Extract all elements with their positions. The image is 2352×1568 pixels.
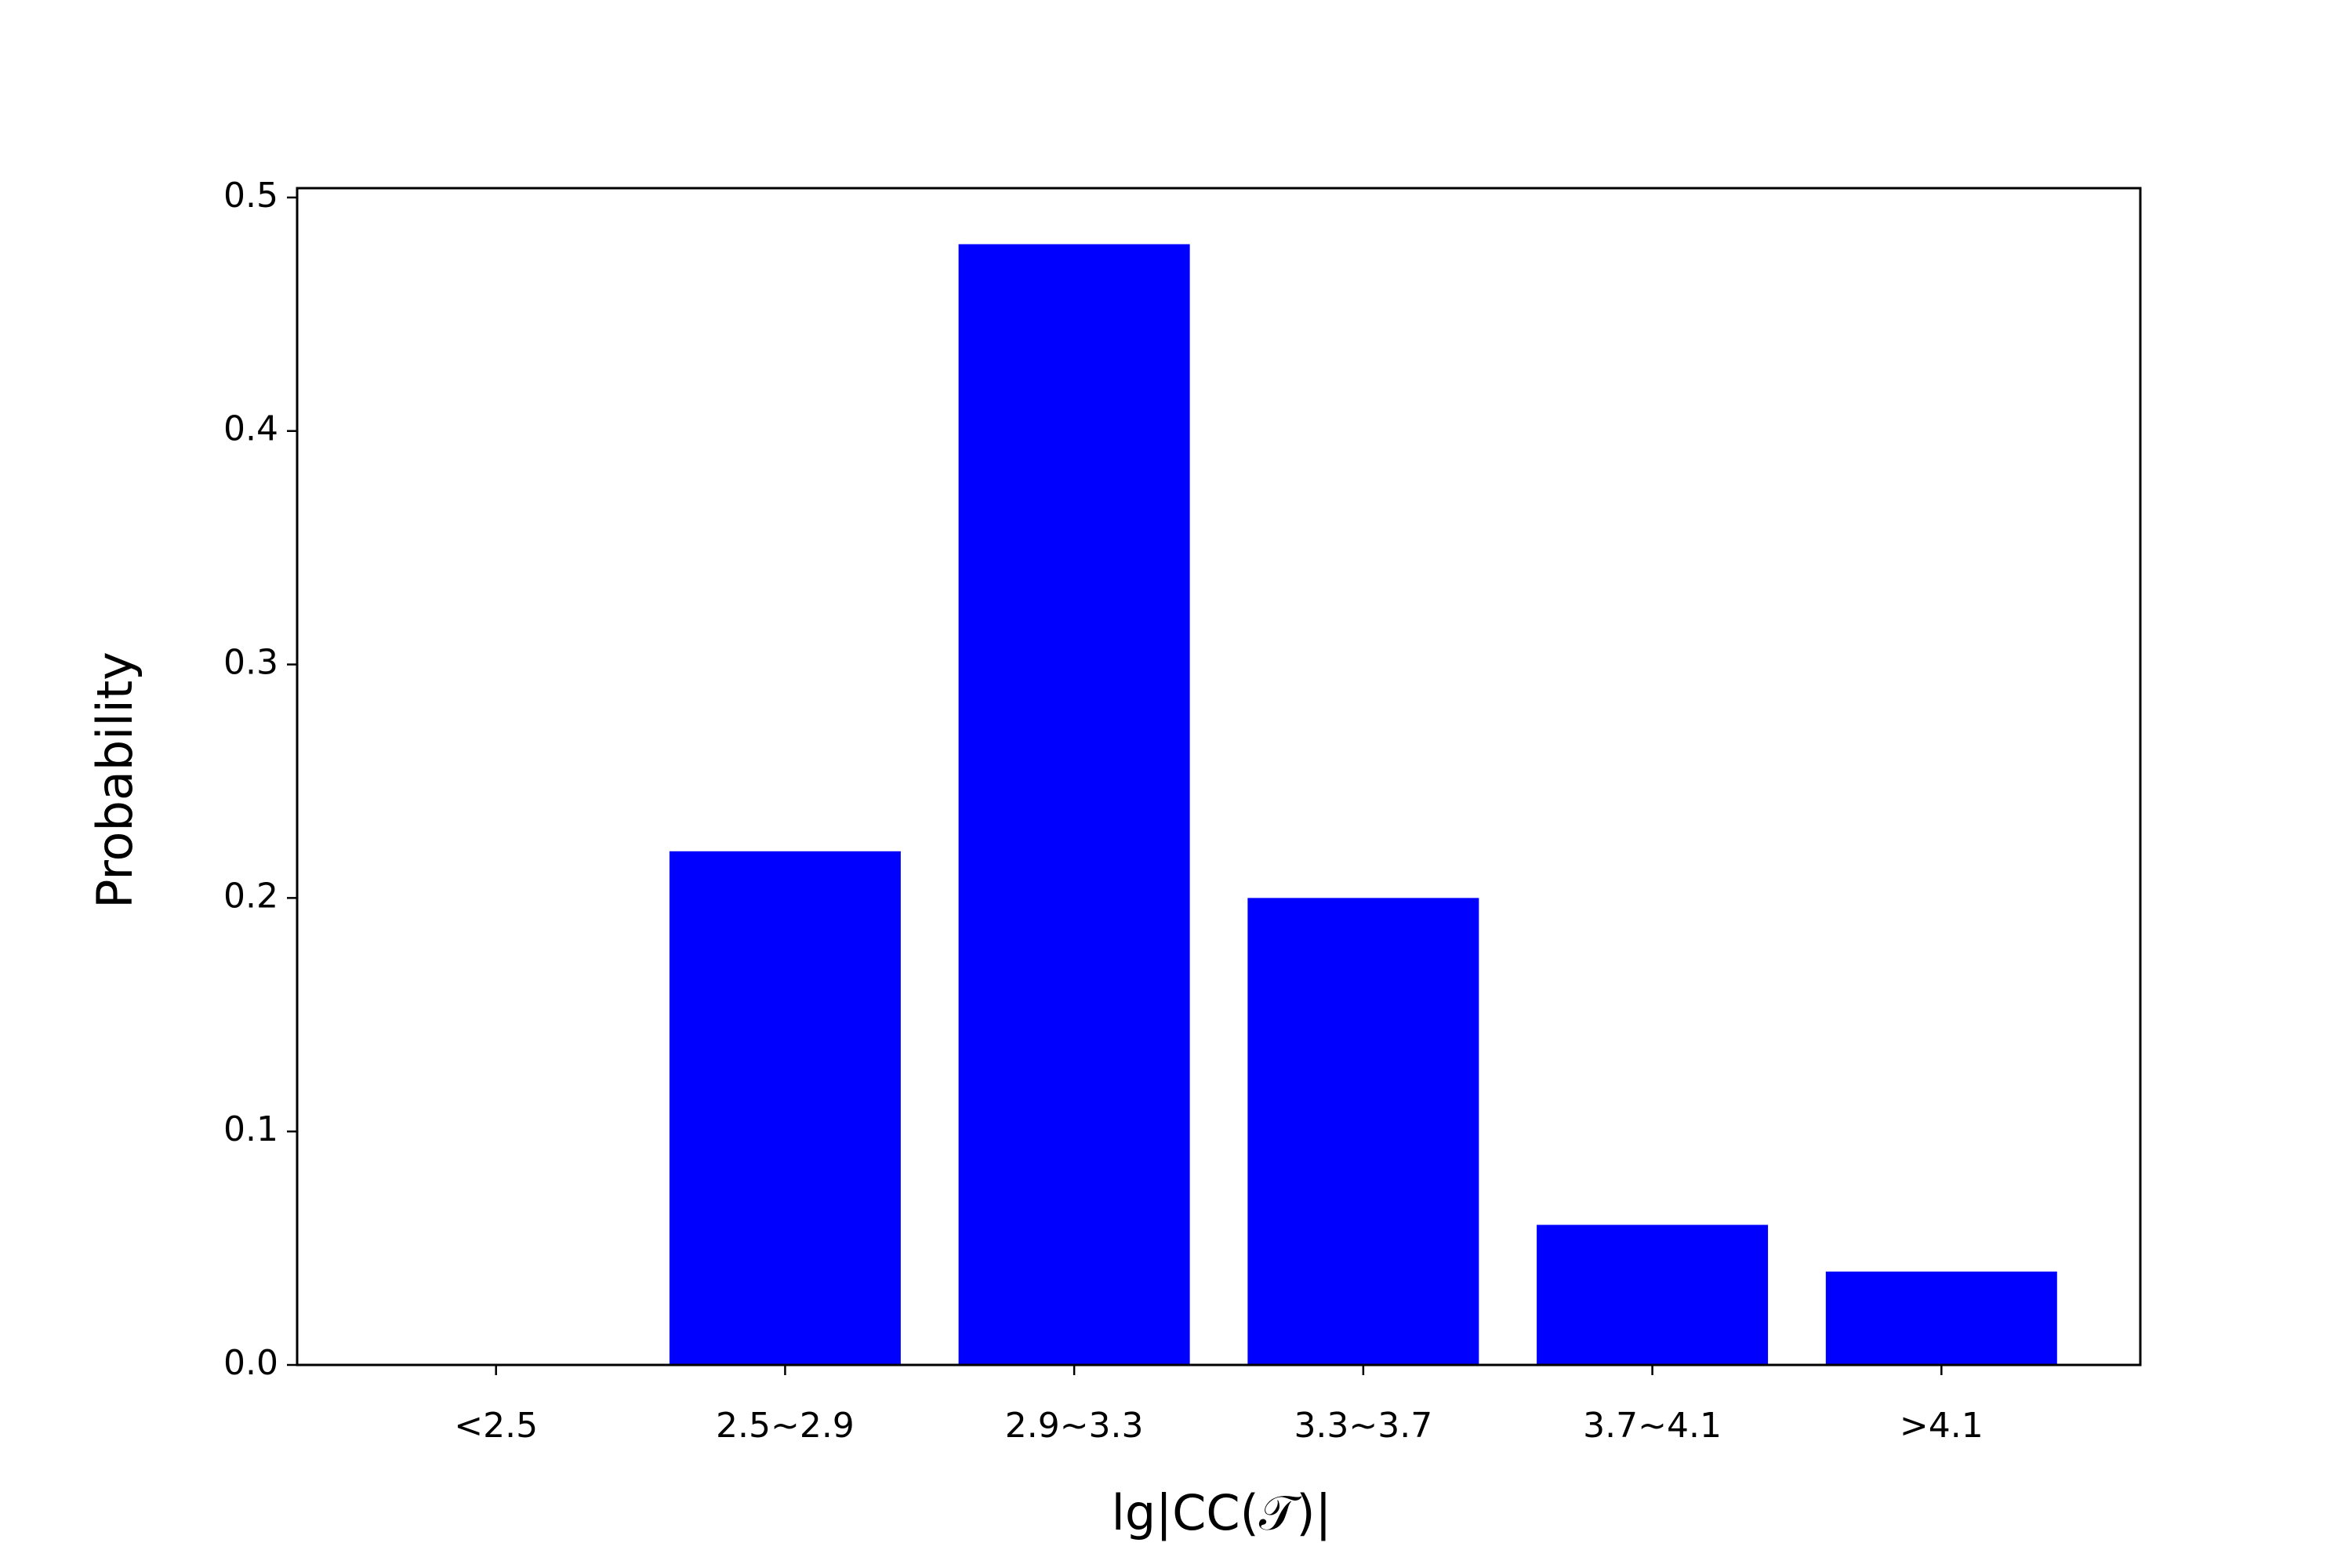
bar	[1825, 1271, 2057, 1365]
y-axis-label: Probability	[86, 652, 143, 909]
x-tick-label: >4.1	[1900, 1406, 1984, 1446]
x-axis-label: lg|CC(𝒯)|	[1112, 1484, 1332, 1542]
y-tick-label: 0.4	[223, 409, 278, 449]
bar	[958, 244, 1190, 1365]
x-tick-label: 2.9~3.3	[1005, 1406, 1144, 1446]
bar	[1537, 1225, 1769, 1365]
x-tick-label: 3.7~4.1	[1583, 1406, 1722, 1446]
y-tick-label: 0.0	[223, 1343, 278, 1383]
y-tick-label: 0.1	[223, 1109, 278, 1149]
x-tick-label: <2.5	[454, 1406, 538, 1446]
y-tick-label: 0.3	[223, 643, 278, 683]
bar	[669, 851, 901, 1365]
y-tick-label: 0.5	[223, 176, 278, 216]
x-tick-label: 2.5~2.9	[716, 1406, 855, 1446]
y-tick-label: 0.2	[223, 876, 278, 916]
bar	[1247, 898, 1479, 1365]
x-tick-label: 3.3~3.7	[1294, 1406, 1432, 1446]
plot-frame	[296, 187, 2142, 1367]
